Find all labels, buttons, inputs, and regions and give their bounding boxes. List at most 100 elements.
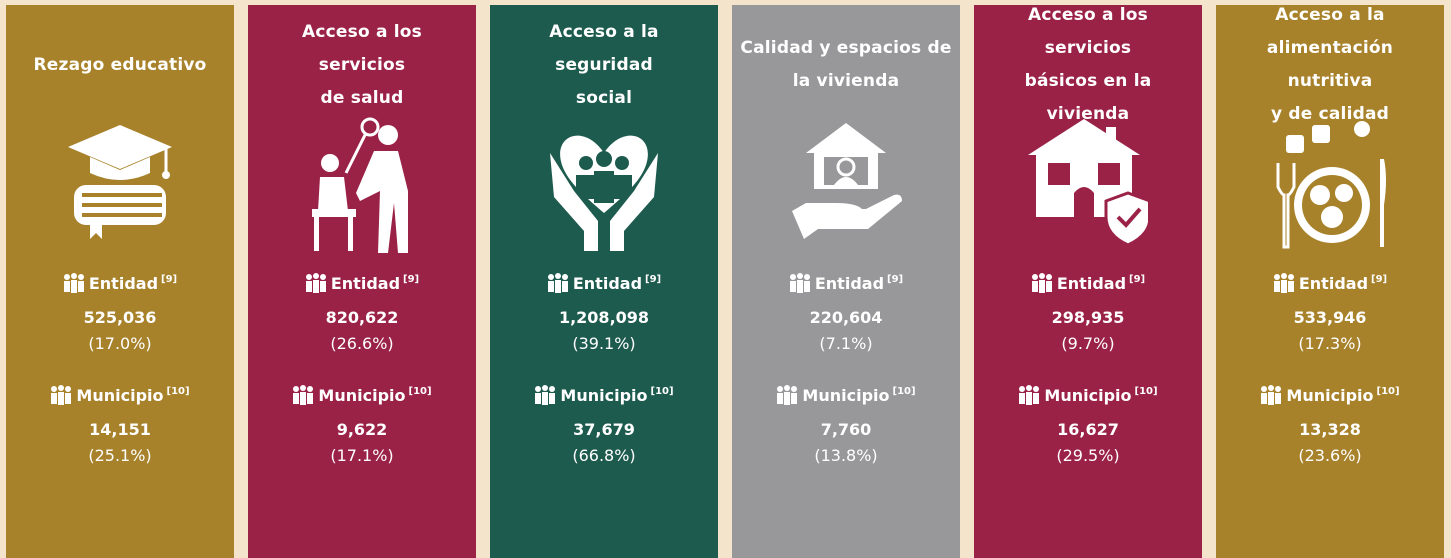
indicator-card: Acceso a la seguridad social Entidad [9] 1,2…	[490, 5, 718, 558]
indicator-card: Acceso a los servicios de salud Entidad [9]…	[248, 5, 476, 558]
label-text: Entidad	[88, 273, 159, 293]
municipality-label: Municipio [10]	[248, 383, 476, 407]
card-icon	[792, 123, 902, 239]
label-text: Municipio	[76, 385, 164, 405]
entity-percent: (7.1%)	[819, 334, 873, 353]
title-line: social	[575, 87, 633, 108]
entity-label: Entidad [9]	[732, 271, 960, 295]
title-line: Calidad y espacios de	[740, 38, 952, 58]
municipality-label: Municipio [10]	[1216, 383, 1444, 407]
label-text: Entidad	[1056, 273, 1127, 293]
municipality-value: 13,328	[1299, 420, 1361, 439]
indicator-card: Acceso a la alimentación nutritiva y de ca…	[1216, 5, 1444, 558]
municipality-percent: (66.8%)	[572, 446, 636, 465]
card-title: Acceso a la seguridad social	[498, 15, 710, 115]
municipality-value: 37,679	[573, 420, 635, 439]
entity-percent: (9.7%)	[1061, 334, 1115, 353]
title-line: Acceso a la	[1275, 5, 1385, 25]
card-title: Rezago educativo	[14, 15, 226, 115]
municipality-label: Municipio [10]	[490, 383, 718, 407]
card-title: Acceso a la alimentación nutritiva y de ca…	[1224, 5, 1436, 124]
reference: [9]	[1371, 273, 1388, 285]
people-icon	[789, 273, 810, 293]
reference: [10]	[892, 385, 916, 397]
reference: [9]	[1129, 273, 1146, 285]
reference: [10]	[1376, 385, 1400, 397]
card-title: Calidad y espacios de la vivienda	[740, 15, 952, 115]
label-text: Municipio	[560, 385, 648, 405]
municipality-value: 7,760	[820, 420, 872, 439]
municipality-value: 9,622	[336, 420, 388, 439]
title-line: alimentación nutritiva	[1266, 38, 1394, 91]
reference: [9]	[887, 273, 904, 285]
reference: [9]	[645, 273, 662, 285]
reference: [10]	[166, 385, 190, 397]
municipality-label: Municipio [10]	[6, 383, 234, 407]
title-line: de salud	[320, 87, 404, 108]
label-text: Municipio	[802, 385, 890, 405]
title-line: Acceso a los servicios	[1028, 5, 1148, 58]
people-icon	[63, 273, 84, 293]
municipality-percent: (17.1%)	[330, 446, 394, 465]
reference: [10]	[408, 385, 432, 397]
municipality-label: Municipio [10]	[732, 383, 960, 407]
entity-percent: (17.3%)	[1298, 334, 1362, 353]
people-icon	[305, 273, 326, 293]
label-text: Entidad	[572, 273, 643, 293]
entity-label: Entidad [9]	[248, 271, 476, 295]
entity-value: 298,935	[1051, 308, 1125, 327]
card-title: Acceso a los servicios de salud	[256, 15, 468, 115]
entity-percent: (39.1%)	[572, 334, 636, 353]
reference: [10]	[650, 385, 674, 397]
municipality-label: Municipio [10]	[974, 383, 1202, 407]
entity-label: Entidad [9]	[974, 271, 1202, 295]
municipality-percent: (29.5%)	[1056, 446, 1120, 465]
reference: [9]	[161, 273, 178, 285]
entity-label: Entidad [9]	[1216, 271, 1444, 295]
people-icon	[1031, 273, 1052, 293]
card-icon	[550, 135, 658, 251]
entity-label: Entidad [9]	[6, 271, 234, 295]
label-text: Municipio	[318, 385, 406, 405]
title-line: la vivienda	[792, 71, 900, 91]
indicator-card: Acceso a los servicios básicos en la vivi…	[974, 5, 1202, 558]
title-line: y de calidad	[1270, 104, 1390, 124]
indicator-card: Rezago educativo Entidad [9] 525,036 (17.0%)…	[6, 5, 234, 558]
people-icon	[51, 385, 72, 405]
card-icon	[1276, 121, 1386, 249]
entity-percent: (17.0%)	[88, 334, 152, 353]
people-icon	[1273, 273, 1294, 293]
municipality-percent: (25.1%)	[88, 446, 152, 465]
people-icon	[777, 385, 798, 405]
entity-value: 820,622	[325, 308, 399, 327]
title-line: Acceso a los servicios	[302, 21, 422, 75]
entity-percent: (26.6%)	[330, 334, 394, 353]
people-icon	[547, 273, 568, 293]
entity-value: 1,208,098	[558, 308, 650, 327]
entity-value: 533,946	[1293, 308, 1367, 327]
card-title: Acceso a los servicios básicos en la vivi…	[982, 5, 1194, 124]
municipality-value: 16,627	[1057, 420, 1119, 439]
card-icon	[68, 125, 172, 239]
entity-value: 220,604	[809, 308, 883, 327]
municipality-value: 14,151	[89, 420, 151, 439]
title-line: Rezago educativo	[33, 54, 207, 75]
municipality-percent: (23.6%)	[1298, 446, 1362, 465]
card-icon	[312, 117, 408, 253]
people-icon	[1261, 385, 1282, 405]
entity-label: Entidad [9]	[490, 271, 718, 295]
reference: [9]	[403, 273, 420, 285]
label-text: Municipio	[1286, 385, 1374, 405]
title-line: básicos en la vivienda	[1024, 71, 1152, 124]
card-icon	[1028, 119, 1148, 247]
reference: [10]	[1134, 385, 1158, 397]
people-icon	[293, 385, 314, 405]
title-line: Acceso a la seguridad	[549, 21, 659, 75]
entity-value: 525,036	[83, 308, 157, 327]
people-icon	[1019, 385, 1040, 405]
label-text: Municipio	[1044, 385, 1132, 405]
label-text: Entidad	[1298, 273, 1369, 293]
label-text: Entidad	[814, 273, 885, 293]
people-icon	[535, 385, 556, 405]
